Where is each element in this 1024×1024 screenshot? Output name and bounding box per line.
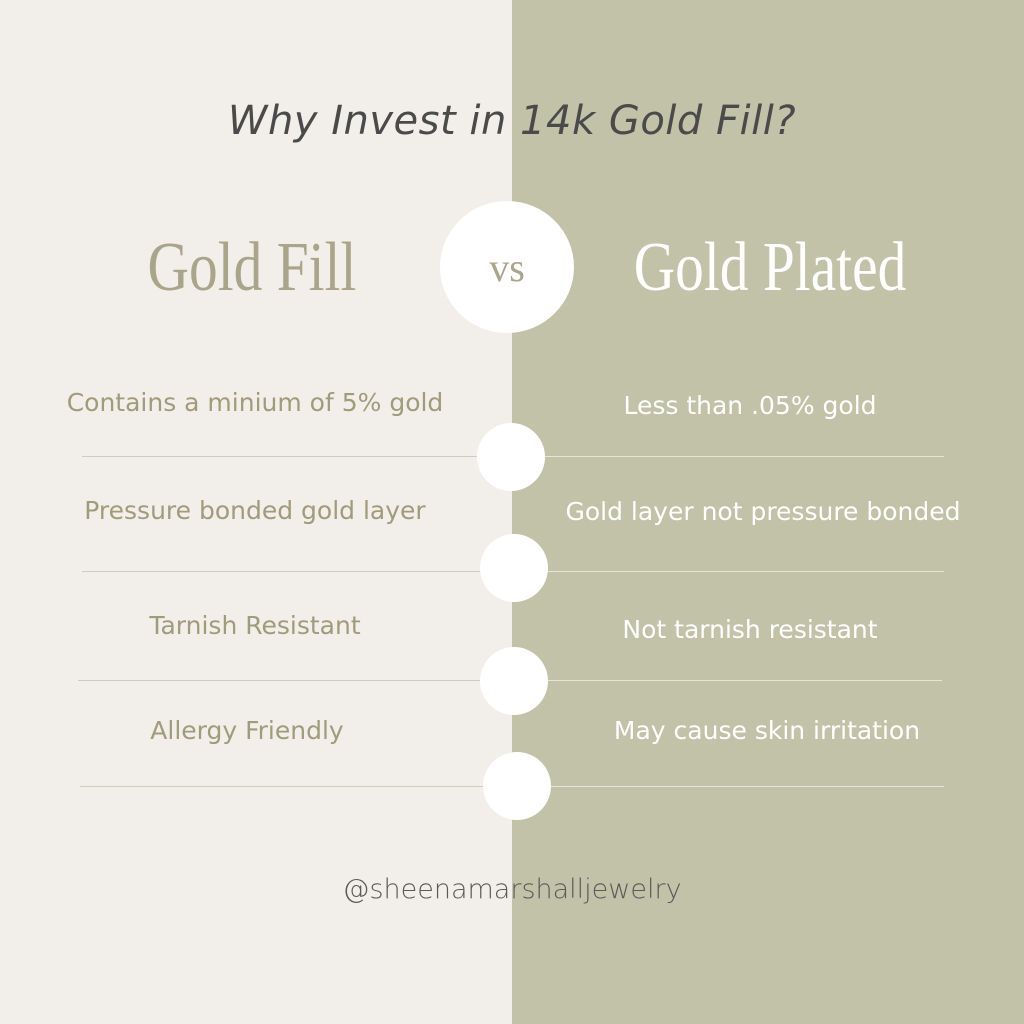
gold-plated-point: Gold layer not pressure bonded: [565, 497, 961, 526]
divider-line: [82, 456, 512, 457]
timeline-dot: [480, 647, 548, 715]
vs-label: vs: [489, 244, 525, 290]
page-title: Why Invest in 14k Gold Fill?: [227, 98, 797, 144]
divider-line: [80, 786, 512, 787]
timeline-dot: [477, 423, 545, 491]
divider-line: [82, 571, 512, 572]
timeline-dot: [483, 752, 551, 820]
divider-line: [512, 786, 944, 787]
gold-plated-heading: Gold Plated: [633, 229, 907, 306]
divider-line: [512, 680, 942, 681]
right-panel-background: [512, 0, 1024, 1024]
gold-fill-point: Allergy Friendly: [150, 716, 344, 745]
divider-line: [512, 456, 944, 457]
social-handle: @sheenamarshalljewelry: [342, 874, 682, 905]
gold-plated-point: Less than .05% gold: [623, 391, 877, 420]
gold-fill-point: Tarnish Resistant: [149, 611, 361, 640]
gold-plated-point: May cause skin irritation: [613, 716, 921, 745]
vs-badge: vs: [440, 201, 574, 333]
gold-fill-point: Pressure bonded gold layer: [84, 496, 426, 525]
divider-line: [512, 571, 944, 572]
divider-line: [78, 680, 512, 681]
gold-fill-point: Contains a minium of 5% gold: [66, 388, 444, 417]
gold-plated-point: Not tarnish resistant: [622, 615, 878, 644]
gold-fill-heading: Gold Fill: [147, 229, 357, 306]
timeline-dot: [480, 534, 548, 602]
